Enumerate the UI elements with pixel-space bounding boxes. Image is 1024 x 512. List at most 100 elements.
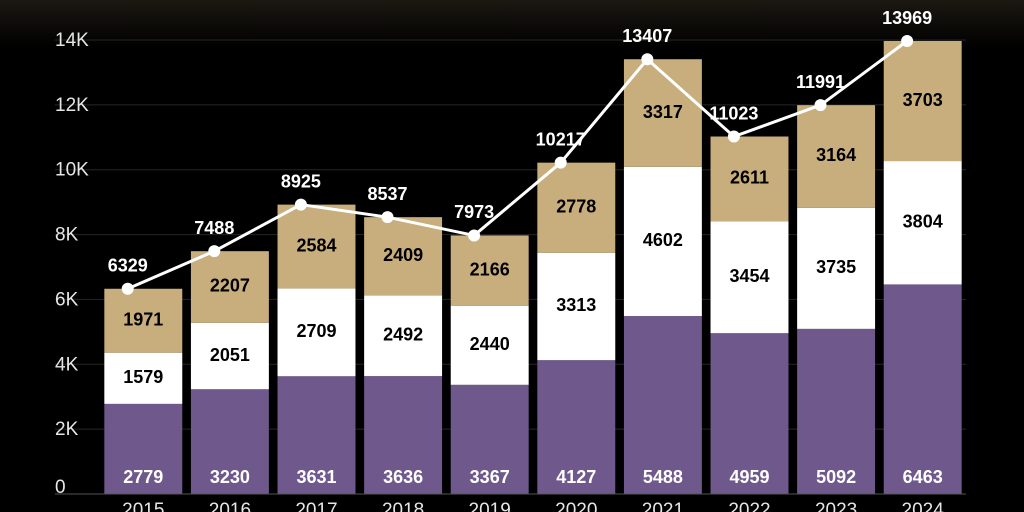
bar-value-label: 1579 <box>123 367 163 387</box>
bar-value-label: 2440 <box>470 334 510 354</box>
total-line-group <box>121 35 914 295</box>
bar-value-label: 3703 <box>903 90 943 110</box>
bar-value-label: 3631 <box>296 467 336 487</box>
total-point <box>468 229 481 242</box>
segment-labels: 2779 1579 1971 3230 2051 2207 3631 2709 2584 3636… <box>123 90 942 487</box>
total-value-label: 13407 <box>622 26 672 46</box>
bar-value-label: 2051 <box>210 345 250 365</box>
top-vignette <box>0 0 1024 48</box>
total-value-label: 11991 <box>796 72 845 92</box>
y-tick-label: 8K <box>55 225 79 246</box>
y-axis-ticks: 0 2K 4K 6K 8K 10K 12K 14K <box>55 30 89 498</box>
bar-segment <box>623 166 702 317</box>
total-labels: 6329 7488 8925 8537 7973 10217 13407 11023 11991… <box>108 8 932 276</box>
bar-segment <box>710 136 789 222</box>
total-value-label: 7973 <box>454 202 494 222</box>
x-tick-label: 2020 <box>555 500 597 512</box>
bar-segment <box>537 360 616 494</box>
x-tick-label: 2024 <box>902 500 945 512</box>
bar-value-label: 6463 <box>903 467 943 487</box>
total-value-label: 7488 <box>194 218 234 238</box>
bar-segment <box>537 162 616 253</box>
bar-segment <box>797 328 876 494</box>
bar-segment <box>450 235 529 306</box>
total-value-label: 13969 <box>882 8 932 28</box>
x-tick-label: 2021 <box>642 500 684 512</box>
bar-value-label: 3164 <box>816 145 856 165</box>
total-point <box>814 99 827 112</box>
bar-value-label: 3367 <box>470 467 510 487</box>
bar-segment <box>190 251 269 323</box>
x-axis-ticks: 2015 2016 2017 2018 2019 2020 2021 2022 2023 2024 <box>122 500 944 512</box>
x-tick-label: 2018 <box>382 500 424 512</box>
y-tick-label: 14K <box>55 30 89 51</box>
total-point <box>121 282 134 295</box>
y-tick-label: 2K <box>55 419 79 440</box>
total-point <box>901 35 914 48</box>
bar-segment <box>623 59 702 167</box>
bar-segment <box>364 295 443 377</box>
bar-segment <box>104 352 183 404</box>
bar-value-label: 4127 <box>556 467 596 487</box>
x-tick-label: 2019 <box>469 500 511 512</box>
bar-segment <box>710 221 789 334</box>
x-tick-label: 2016 <box>209 500 251 512</box>
y-tick-label: 4K <box>55 354 79 375</box>
bar-value-label: 2166 <box>470 259 510 279</box>
bar-value-label: 1971 <box>123 309 163 329</box>
total-point <box>641 53 654 66</box>
bar-value-label: 3804 <box>903 211 943 231</box>
bar-value-label: 5488 <box>643 467 683 487</box>
bar-value-label: 3454 <box>729 266 769 286</box>
bar-value-label: 2779 <box>123 467 163 487</box>
total-point <box>727 130 740 143</box>
total-value-label: 8925 <box>281 171 321 191</box>
bar-segment <box>710 333 789 494</box>
bar-value-label: 3313 <box>556 295 596 315</box>
bar-value-label: 4602 <box>643 230 683 250</box>
total-point <box>208 245 221 258</box>
total-line <box>127 39 909 291</box>
bar-value-label: 2584 <box>296 235 336 255</box>
y-tick-label: 10K <box>55 160 89 181</box>
total-value-label: 6329 <box>108 256 148 276</box>
bar-segment <box>364 376 443 494</box>
y-tick-label: 12K <box>55 95 89 116</box>
bar-segment <box>883 161 962 285</box>
bar-segment <box>797 207 876 329</box>
bar-segment <box>190 322 269 390</box>
total-point <box>554 156 567 169</box>
total-point <box>294 198 307 211</box>
bar-segment <box>277 376 356 494</box>
y-tick-label: 0 <box>55 477 66 498</box>
bar-segment <box>450 305 529 385</box>
bar-segment <box>104 288 183 353</box>
bar-segment <box>537 252 616 361</box>
y-tick-label: 6K <box>55 289 79 310</box>
x-tick-label: 2023 <box>815 500 857 512</box>
bar-value-label: 3317 <box>643 102 683 122</box>
bar-value-label: 2207 <box>210 276 250 296</box>
bar-segment <box>364 217 443 296</box>
bar-value-label: 3636 <box>383 467 423 487</box>
bar-segment <box>277 288 356 377</box>
bar-segment <box>450 384 529 494</box>
total-value-label: 10217 <box>536 129 586 149</box>
bar-value-label: 2492 <box>383 324 423 344</box>
total-point <box>381 211 394 224</box>
bar-segment <box>883 40 962 162</box>
bar-segment <box>277 204 356 289</box>
bar-segment <box>104 403 183 494</box>
bar-value-label: 3230 <box>210 467 250 487</box>
bar-value-label: 5092 <box>816 467 856 487</box>
bar-value-label: 2709 <box>296 321 336 341</box>
bar-value-label: 3735 <box>816 257 856 277</box>
bar-value-label: 4959 <box>729 467 769 487</box>
bar-value-label: 2409 <box>383 245 423 265</box>
bars <box>104 40 962 494</box>
total-value-label: 11023 <box>709 103 758 123</box>
bar-segment <box>190 389 269 494</box>
x-tick-label: 2017 <box>295 500 337 512</box>
x-tick-label: 2015 <box>122 500 164 512</box>
